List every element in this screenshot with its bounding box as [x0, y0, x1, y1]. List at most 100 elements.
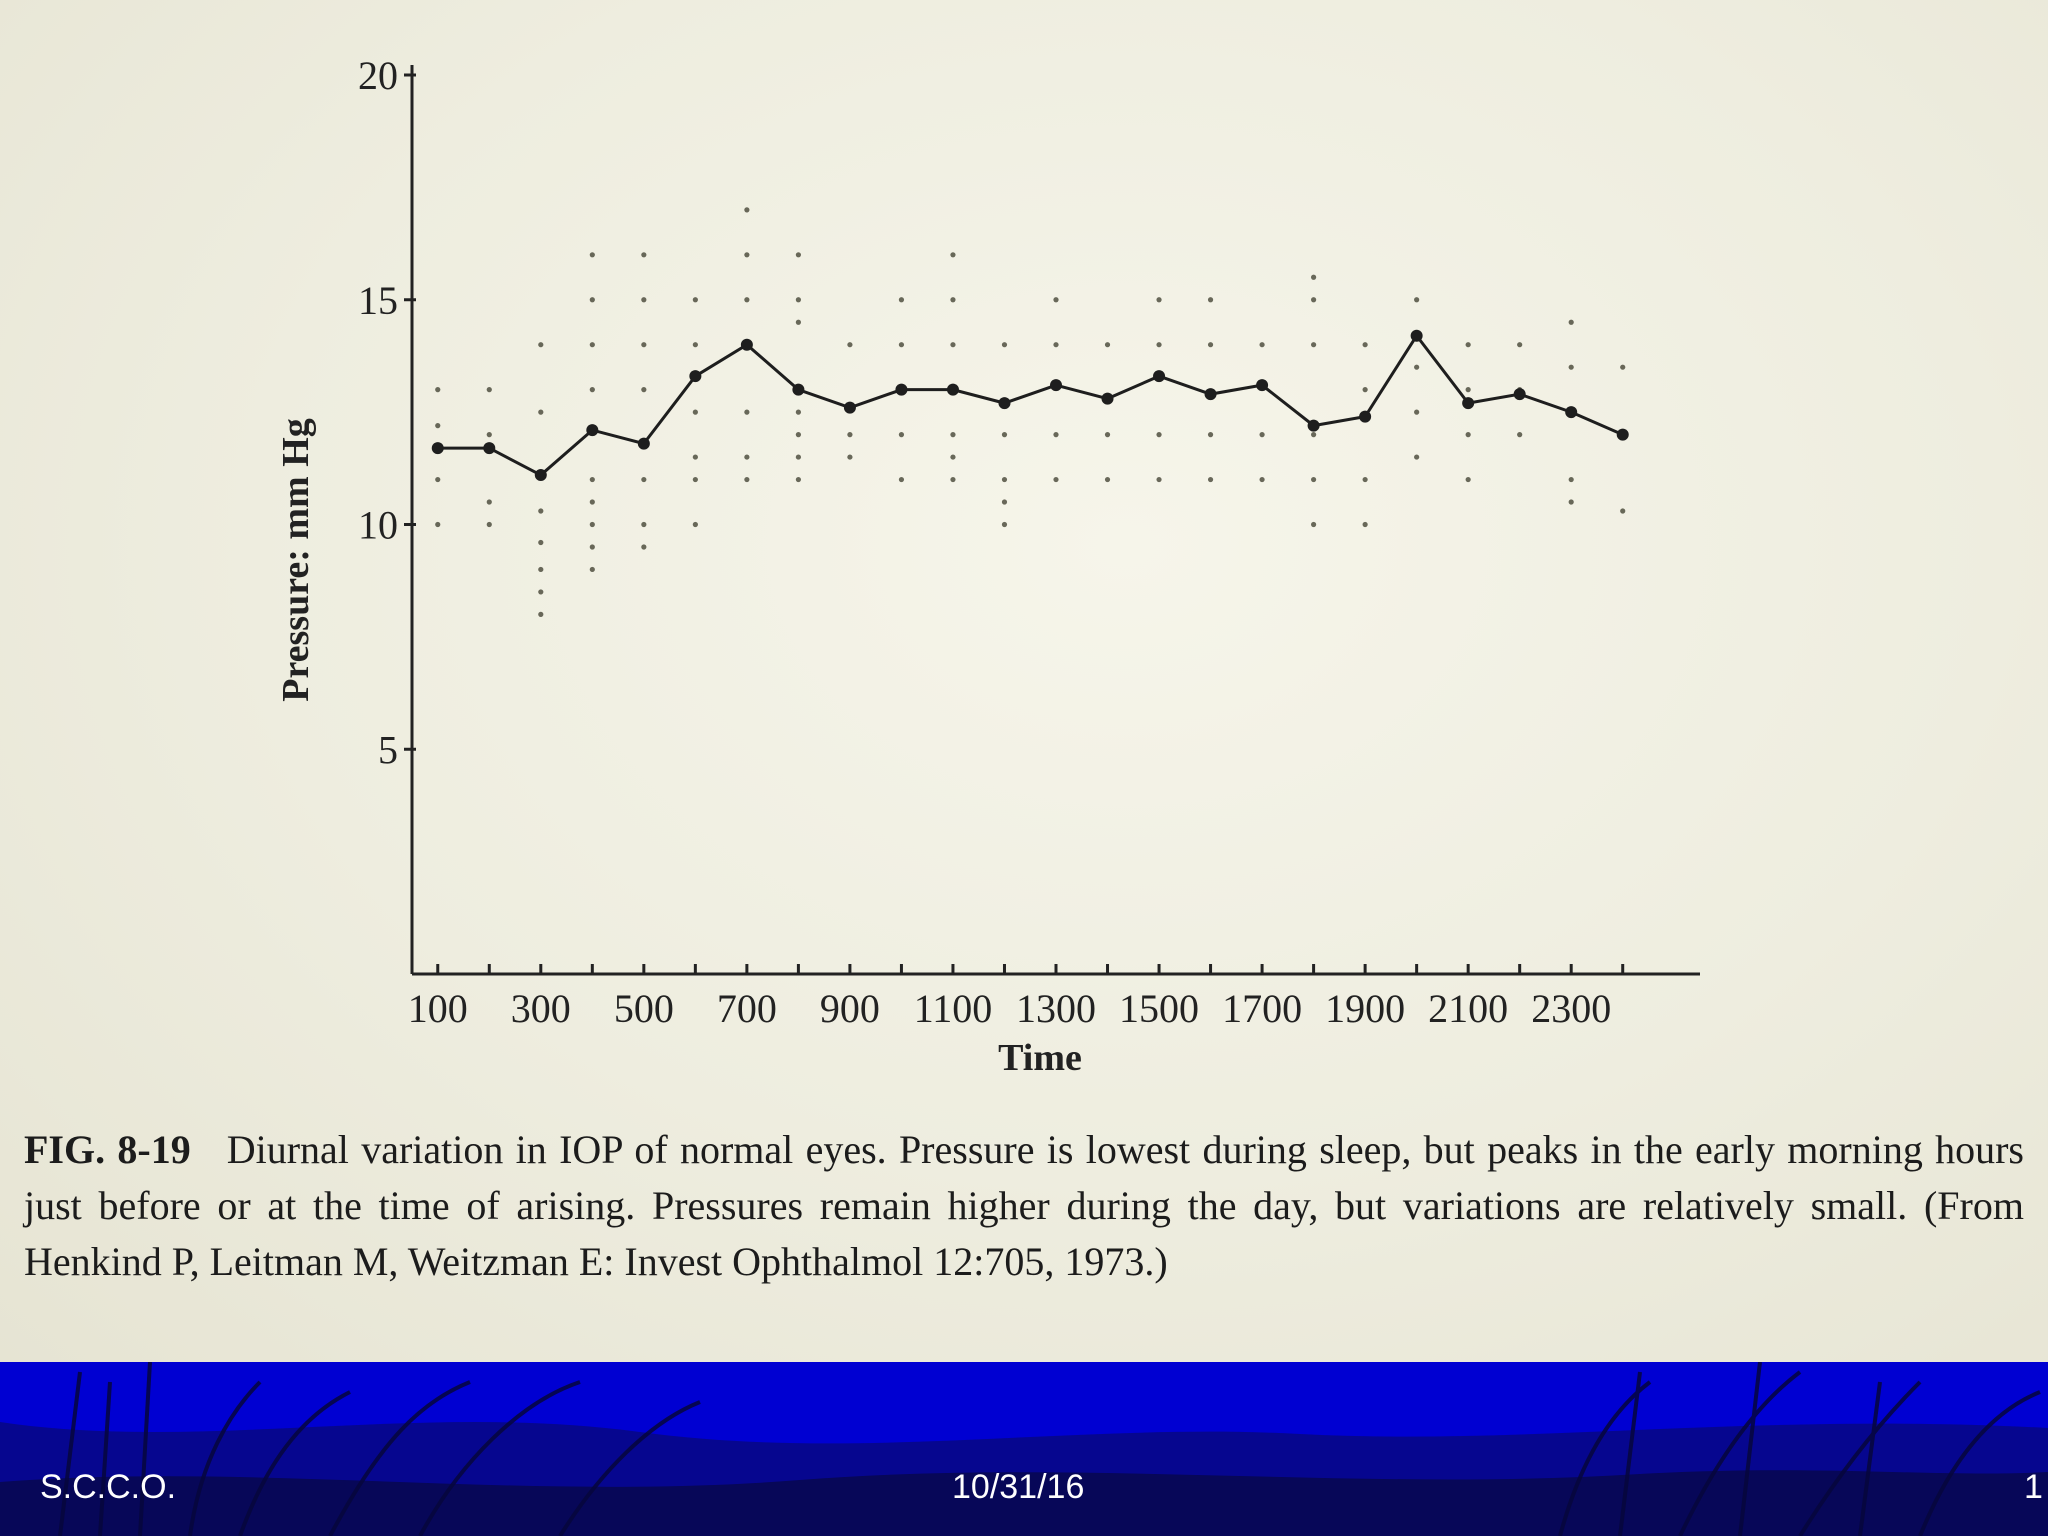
reading-dot [1311, 521, 1317, 528]
reading-dot [589, 566, 595, 573]
y-tick-label: 15 [358, 278, 398, 323]
mean-point [740, 338, 753, 351]
reading-dot [1362, 387, 1368, 393]
reading-dot [641, 521, 647, 528]
reading-dot [1207, 476, 1214, 483]
mean-point [843, 401, 856, 414]
reading-dot [744, 207, 750, 213]
reading-dot [1620, 364, 1626, 370]
reading-dot [744, 297, 750, 303]
mean-point [946, 383, 959, 396]
reading-dot [1156, 297, 1162, 303]
reading-dot [1311, 274, 1317, 280]
x-axis-title: Time [998, 1037, 1082, 1079]
reading-dot [589, 342, 595, 348]
footer-organization: S.C.C.O. [40, 1468, 177, 1506]
reading-dot [641, 476, 647, 483]
x-tick-label: 1300 [1016, 986, 1096, 1031]
reading-dot [898, 476, 905, 483]
reading-dot [435, 387, 441, 393]
individual-readings [435, 207, 1626, 618]
reading-dot [641, 387, 647, 393]
reading-dot [486, 432, 492, 438]
reading-dot [795, 297, 802, 303]
mean-point [1050, 379, 1062, 392]
reading-dot [744, 476, 750, 483]
mean-point [792, 383, 805, 396]
mean-point [1513, 388, 1526, 401]
mean-point [586, 424, 599, 437]
reading-dot [898, 342, 905, 348]
reading-dot [1465, 342, 1471, 348]
reading-dot [538, 508, 544, 514]
reading-dot [950, 252, 956, 258]
x-tick-label: 2100 [1428, 986, 1508, 1031]
reading-dot [1311, 476, 1317, 483]
reading-dot [1414, 297, 1420, 303]
mean-point [483, 442, 496, 455]
reading-dot [1104, 342, 1111, 348]
reading-dot [1311, 342, 1317, 348]
reading-dot [950, 476, 956, 483]
reading-dot [847, 342, 853, 348]
reading-dot [1620, 508, 1626, 514]
x-tick-label: 300 [511, 986, 571, 1031]
x-tick-label: 500 [614, 986, 674, 1031]
reading-dot [1414, 409, 1420, 415]
mean-point [1359, 410, 1372, 423]
reading-dot [538, 539, 544, 546]
mean-series [431, 329, 1629, 482]
reading-dot [1362, 342, 1368, 348]
reading-dot [589, 297, 595, 303]
reading-dot [1053, 432, 1059, 438]
reading-dot [950, 454, 956, 460]
reading-dot [692, 342, 698, 348]
reading-dot [1568, 319, 1574, 325]
mean-point [1462, 397, 1475, 410]
x-axis-ticks: 100 300 500 700 900 1100 1300 1500 1700 1900 2100 2… [408, 964, 1625, 1031]
y-axis-title: Pressure: mm Hg [275, 418, 317, 702]
reading-dot [589, 544, 595, 550]
x-tick-label: 1100 [914, 986, 993, 1031]
reading-dot [795, 432, 802, 438]
reading-dot [1156, 432, 1162, 438]
reading-dot [641, 252, 647, 258]
reading-dot [1568, 499, 1574, 505]
reading-dot [435, 476, 441, 483]
reading-dot [589, 387, 595, 393]
y-tick-label: 20 [358, 53, 398, 98]
mean-point [1307, 419, 1320, 432]
y-tick-label: 10 [358, 503, 398, 548]
reading-dot [538, 342, 544, 348]
reading-dot [1207, 342, 1214, 348]
reading-dot [692, 521, 698, 528]
mean-point [1410, 329, 1423, 342]
x-tick-label: 900 [820, 986, 880, 1031]
reading-dot [1465, 387, 1471, 393]
x-tick-label: 1500 [1119, 986, 1199, 1031]
reading-dot [795, 454, 802, 460]
reading-dot [1517, 432, 1523, 438]
reading-dot [1001, 432, 1008, 438]
reading-dot [1207, 432, 1214, 438]
reading-dot [486, 387, 492, 393]
chart-axes [410, 65, 1700, 976]
footer-date: 10/31/16 [952, 1468, 1085, 1506]
reading-dot [1465, 476, 1471, 483]
mean-point [431, 442, 444, 455]
reading-dot [538, 409, 544, 415]
reading-dot [1207, 297, 1214, 303]
x-tick-label: 1900 [1325, 986, 1405, 1031]
reading-dot [795, 409, 802, 415]
reading-dot [1053, 476, 1059, 483]
reading-dot [486, 521, 492, 528]
reading-dot [1001, 342, 1008, 348]
reading-dot [1104, 476, 1111, 483]
reading-dot [589, 521, 595, 528]
reading-dot [589, 499, 595, 505]
reading-dot [1104, 432, 1111, 438]
reading-dot [1568, 476, 1574, 483]
mean-point [895, 383, 908, 396]
mean-point [1204, 388, 1217, 401]
